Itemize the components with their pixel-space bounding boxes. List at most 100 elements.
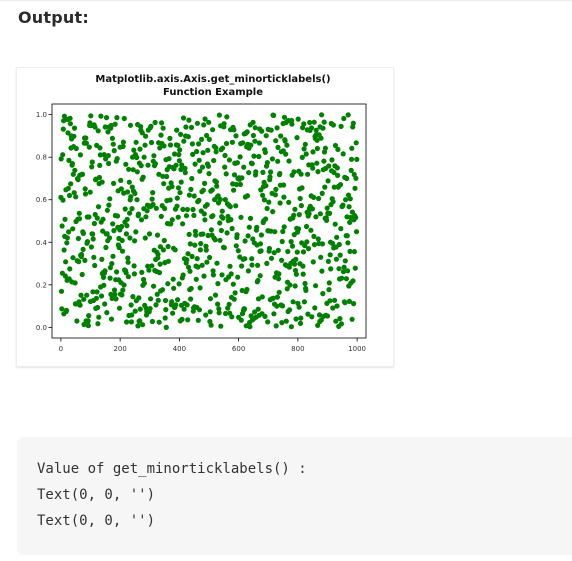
scatter-point: [277, 170, 283, 177]
scatter-point: [276, 276, 282, 282]
scatter-point: [200, 150, 206, 156]
plot-area-frame: [51, 103, 367, 339]
scatter-point: [71, 125, 78, 131]
scatter-point: [300, 249, 307, 255]
scatter-point: [100, 228, 106, 234]
scatter-point: [340, 269, 347, 275]
scatter-point: [73, 194, 79, 200]
scatter-point: [121, 282, 127, 288]
scatter-point: [228, 271, 234, 277]
y-axis: 0.0 0.2 0.4 0.6 0.8 1.0: [36, 111, 52, 332]
scatter-point: [192, 242, 198, 248]
scatter-point: [58, 288, 65, 294]
scatter-point: [150, 190, 156, 196]
scatter-point: [110, 221, 116, 227]
scatter-point: [60, 152, 66, 158]
scatter-point: [160, 173, 166, 179]
scatter-point: [112, 121, 118, 127]
scatter-point: [333, 256, 339, 262]
scatter-point: [352, 265, 358, 271]
scatter-point: [203, 243, 209, 249]
scatter-point: [235, 248, 241, 254]
scatter-point: [227, 263, 233, 269]
x-tick-label: 800: [291, 345, 304, 353]
scatter-point: [178, 166, 184, 173]
scatter-point: [305, 246, 312, 252]
scatter-point: [185, 251, 191, 257]
scatter-point: [86, 313, 92, 319]
scatter-point: [102, 268, 108, 274]
scatter-point: [162, 297, 169, 304]
scatter-point: [65, 130, 71, 136]
scatter-point: [125, 255, 131, 261]
scatter-point: [174, 195, 180, 201]
scatter-point: [89, 159, 95, 165]
scatter-point: [114, 269, 120, 275]
y-tick-label: 1.0: [36, 111, 47, 119]
scatter-point: [95, 128, 101, 134]
scatter-point: [180, 206, 186, 212]
scatter-point: [337, 182, 344, 188]
scatter-point: [231, 296, 237, 302]
scatter-point: [342, 258, 348, 264]
scatter-point: [204, 202, 210, 208]
scatter-point: [80, 230, 86, 236]
scatter-point: [255, 262, 261, 268]
scatter-point: [242, 256, 248, 262]
scatter-point: [188, 296, 194, 302]
scatter-point: [194, 120, 200, 126]
scatter-point: [166, 156, 172, 162]
scatter-point: [286, 158, 292, 164]
scatter-point: [118, 186, 124, 192]
scatter-point: [337, 252, 343, 258]
scatter-point: [203, 312, 209, 318]
scatter-point: [139, 269, 145, 275]
scatter-point: [293, 271, 299, 277]
matplotlib-figure: Matplotlib.axis.Axis.get_minorticklabels…: [16, 67, 394, 367]
scatter-point: [202, 116, 208, 122]
scatter-point: [161, 143, 167, 149]
scatter-point: [264, 260, 270, 266]
scatter-point: [189, 253, 195, 260]
scatter-point: [268, 127, 274, 133]
scatter-point: [279, 320, 285, 326]
scatter-point: [135, 323, 141, 329]
scatter-point: [61, 118, 67, 124]
scatter-point: [249, 256, 255, 262]
scatter-point: [137, 146, 143, 152]
scatter-point: [62, 216, 68, 222]
scatter-point: [89, 164, 95, 170]
scatter-point: [92, 124, 98, 130]
scatter-point: [264, 205, 270, 212]
scatter-point: [263, 133, 269, 139]
scatter-point: [336, 241, 342, 248]
scatter-point: [237, 181, 243, 187]
scatter-point: [220, 215, 226, 221]
scatter-point: [116, 244, 122, 251]
scatter-point: [207, 254, 213, 261]
scatter-point: [176, 152, 182, 158]
scatter-point: [353, 215, 359, 221]
scatter-point: [163, 324, 169, 330]
scatter-point: [224, 114, 230, 120]
scatter-point: [241, 164, 247, 170]
scatter-point: [334, 165, 340, 171]
scatter-point: [86, 214, 92, 220]
scatter-point: [208, 227, 214, 233]
scatter-point: [217, 196, 223, 203]
scatter-chart: Matplotlib.axis.Axis.get_minorticklabels…: [36, 74, 367, 353]
scatter-point: [321, 158, 327, 164]
scatter-point: [216, 310, 222, 316]
scatter-point: [94, 215, 100, 221]
x-axis: 0 200 400 600 800 1000: [59, 338, 366, 353]
scatter-point: [146, 267, 152, 273]
scatter-point: [123, 270, 129, 276]
scatter-point: [91, 220, 97, 227]
scatter-point: [231, 187, 237, 193]
scatter-point: [80, 246, 86, 252]
scatter-point: [123, 161, 129, 167]
scatter-point: [335, 172, 341, 178]
scatter-point: [315, 322, 321, 328]
scatter-point: [251, 153, 257, 159]
scatter-point: [61, 247, 67, 253]
